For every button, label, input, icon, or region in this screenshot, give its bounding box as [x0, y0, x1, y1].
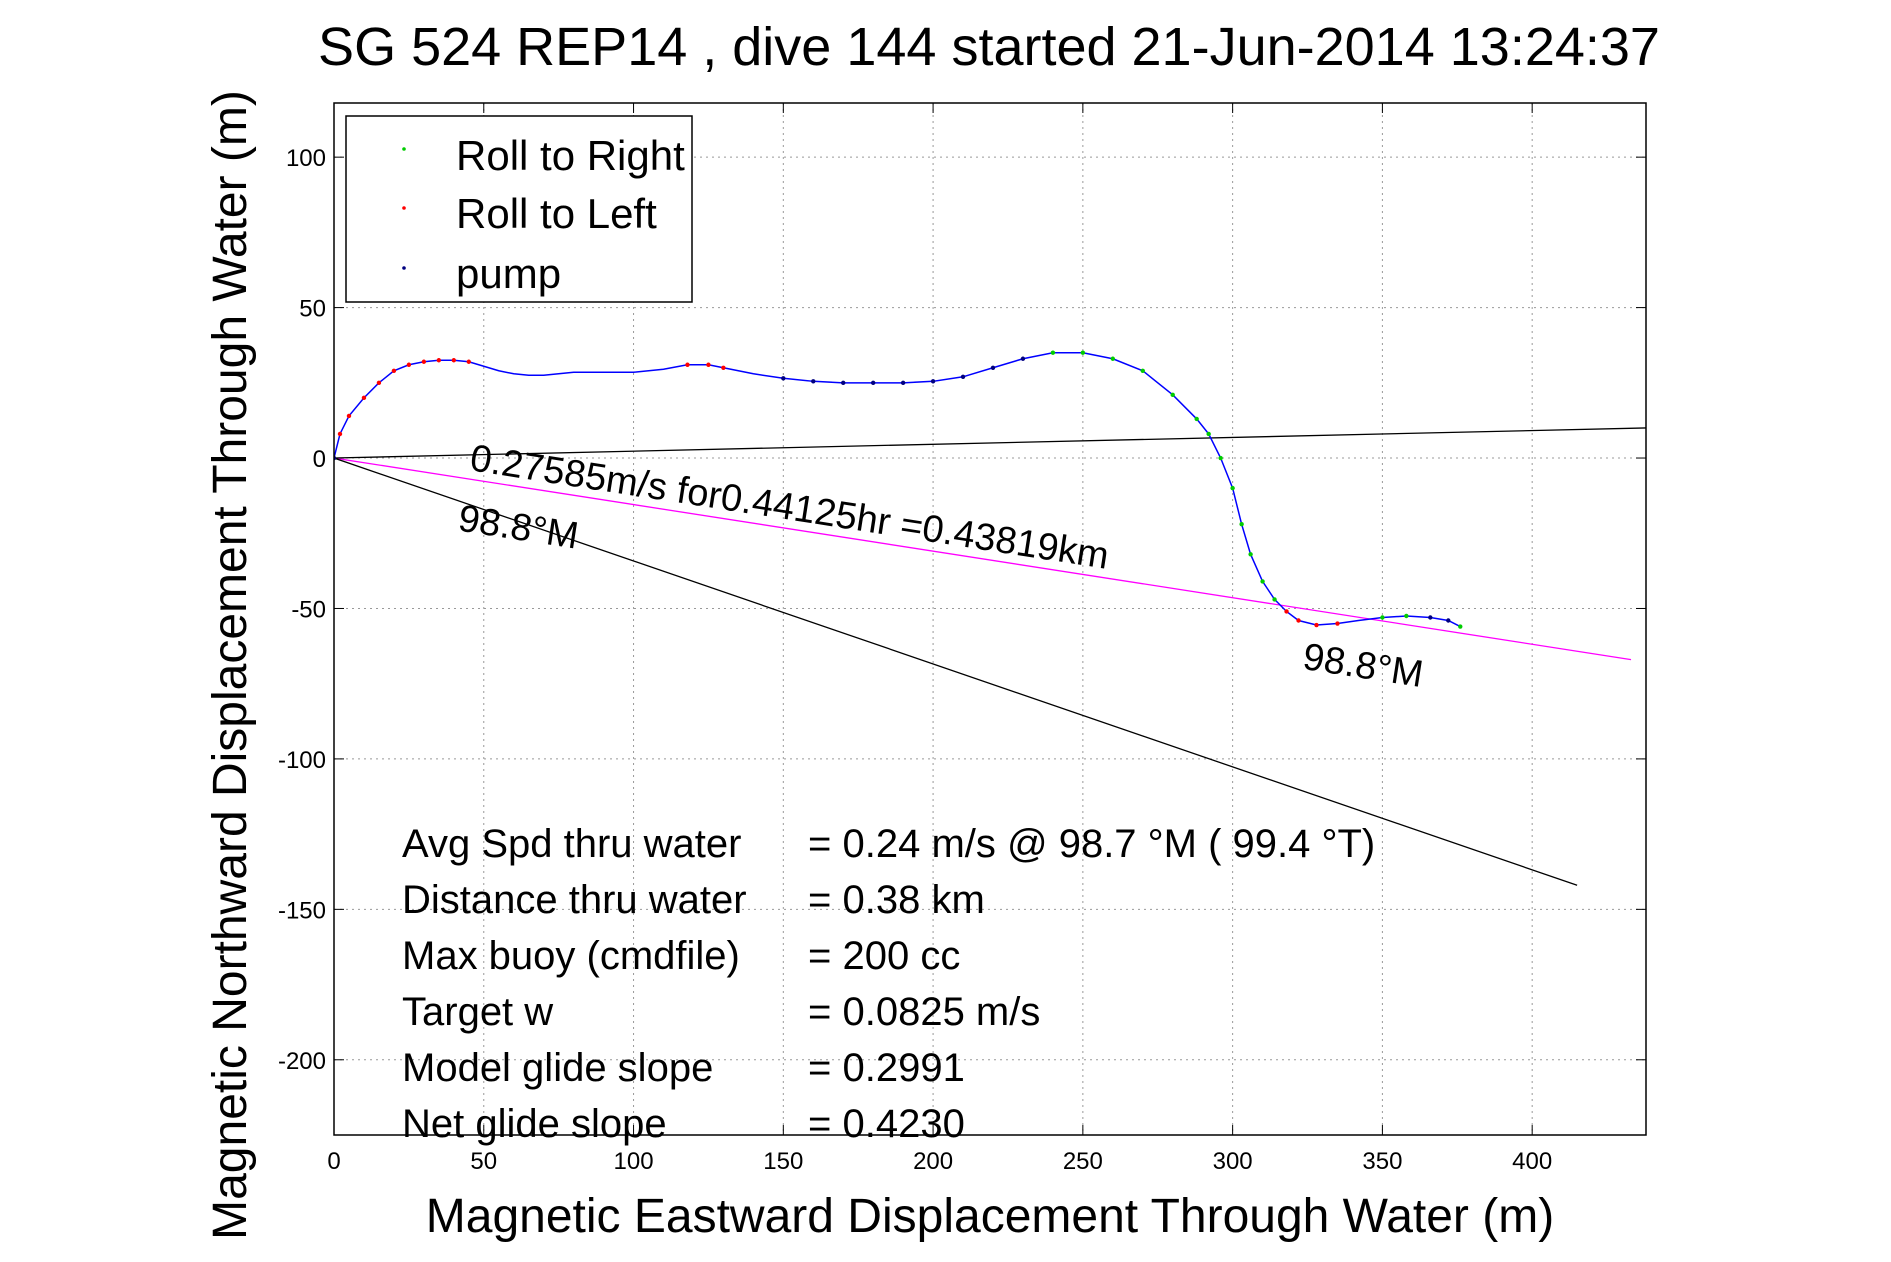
pump-marker	[1020, 356, 1026, 361]
legend-marker-pump	[402, 266, 406, 270]
stat-value: = 0.0825 m/s	[808, 990, 1040, 1034]
roll-right-marker	[1080, 350, 1086, 355]
y-tick-label: -100	[278, 747, 326, 774]
grid	[333, 103, 1646, 1135]
pump-marker	[811, 379, 816, 384]
x-axis-label: Magnetic Eastward Displacement Through W…	[426, 1190, 1554, 1243]
stat-value: = 200 cc	[808, 934, 960, 978]
x-tick-label: 350	[1362, 1148, 1402, 1175]
legend: Roll to Right Roll to Left pump	[345, 115, 693, 303]
x-tick-label: 100	[614, 1148, 654, 1175]
pump-marker	[1446, 618, 1451, 623]
roll-left-marker	[376, 380, 382, 386]
pump-marker	[900, 380, 906, 386]
legend-label-roll-right: Roll to Right	[456, 132, 685, 179]
stat-value: = 0.4230	[808, 1102, 965, 1146]
legend-marker-roll-left	[402, 206, 406, 210]
x-tick-label: 400	[1512, 1148, 1552, 1175]
roll-left-marker	[451, 358, 457, 363]
roll-left-marker	[1284, 609, 1289, 614]
reference-line-net	[334, 457, 1632, 661]
stat-label: Distance thru water	[402, 878, 747, 922]
legend-label-pump: pump	[456, 250, 561, 297]
chart-title: SG 524 REP14 , dive 144 started 21-Jun-2…	[318, 17, 1660, 77]
roll-right-marker	[1206, 431, 1211, 437]
reference-line-lower	[334, 457, 1578, 886]
roll-right-marker	[1218, 455, 1223, 461]
y-axis-label: Magnetic Northward Displacement Through …	[204, 90, 257, 1240]
pump-marker	[930, 379, 936, 384]
roll-right-marker	[1272, 597, 1277, 602]
x-tick-label: 200	[913, 1148, 953, 1175]
x-tick-label: 50	[470, 1148, 497, 1175]
roll-right-marker	[1170, 392, 1175, 398]
x-tick-label: 300	[1213, 1148, 1253, 1175]
y-tick-label: -150	[278, 897, 326, 924]
roll-left-marker	[706, 362, 711, 367]
roll-right-marker	[1194, 416, 1199, 422]
roll-right-marker	[1110, 356, 1116, 361]
roll-left-marker	[1314, 622, 1319, 628]
roll-right-marker	[1248, 552, 1253, 557]
roll-right-marker	[1260, 579, 1265, 584]
roll-left-marker	[1296, 618, 1301, 623]
pump-marker	[870, 380, 876, 386]
reference-lines	[334, 427, 1646, 886]
roll-left-marker	[421, 359, 427, 364]
stat-value: = 0.24 m/s @ 98.7 °M ( 99.4 °T)	[808, 822, 1375, 866]
y-tick-label: 0	[313, 446, 326, 473]
x-tick-label: 250	[1063, 1148, 1103, 1175]
pump-marker	[781, 376, 786, 381]
roll-right-marker	[1239, 522, 1244, 527]
roll-right-marker	[1458, 624, 1463, 629]
pump-marker	[990, 365, 996, 370]
stat-label: Net glide slope	[402, 1102, 667, 1146]
roll-left-marker	[361, 395, 367, 401]
stats-block: Avg Spd thru water = 0.24 m/s @ 98.7 °M (…	[402, 822, 1375, 1146]
stat-value: = 0.2991	[808, 1046, 965, 1090]
roll-left-marker	[337, 431, 343, 437]
x-tick-label: 150	[763, 1148, 803, 1175]
roll-right-marker	[1380, 615, 1385, 620]
y-tick-label: 100	[286, 145, 326, 172]
roll-left-marker	[436, 358, 442, 363]
roll-left-marker	[391, 368, 397, 373]
roll-right-marker	[1140, 368, 1145, 373]
stat-label: Model glide slope	[402, 1046, 713, 1090]
x-tick-label: 0	[327, 1148, 340, 1175]
markers	[334, 350, 1463, 629]
roll-left-marker	[346, 413, 352, 419]
roll-left-marker	[721, 365, 726, 370]
x-ticks: 0 50 100 150 200 250 300 350 400	[327, 103, 1552, 1175]
pump-marker	[841, 380, 846, 386]
roll-left-marker	[1335, 621, 1340, 626]
y-tick-label: -200	[278, 1048, 326, 1075]
y-tick-label: 50	[299, 296, 326, 323]
stat-value: = 0.38 km	[808, 878, 985, 922]
stat-label: Target w	[402, 990, 553, 1034]
stat-label: Avg Spd thru water	[402, 822, 741, 866]
roll-left-marker	[685, 362, 690, 367]
roll-right-marker	[1230, 485, 1235, 491]
reference-line-upper	[334, 427, 1646, 459]
roll-left-marker	[466, 359, 471, 364]
y-ticks: 100 50 0 -50 -100 -150 -200	[278, 145, 1646, 1075]
pump-marker	[1428, 615, 1433, 620]
roll-right-marker	[1050, 350, 1056, 355]
legend-label-roll-left: Roll to Left	[456, 190, 657, 237]
plot-frame	[333, 102, 1647, 1136]
legend-marker-roll-right	[402, 147, 406, 151]
stat-label: Max buoy (cmdfile)	[402, 934, 740, 978]
y-tick-label: -50	[291, 596, 326, 623]
roll-left-marker	[406, 362, 412, 367]
roll-right-marker	[1404, 613, 1409, 619]
pump-marker	[960, 374, 966, 379]
